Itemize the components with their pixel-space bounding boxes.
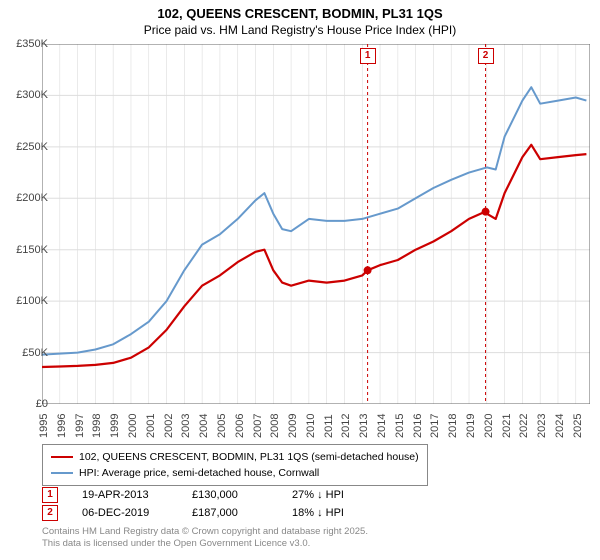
y-tick-label: £100K <box>4 295 48 307</box>
y-tick-label: £50K <box>4 347 48 359</box>
x-tick-label: 2013 <box>358 414 370 438</box>
x-tick-label: 2004 <box>198 414 210 438</box>
x-tick-label: 2021 <box>501 414 513 438</box>
x-tick-label: 2020 <box>483 414 495 438</box>
sales-table: 1 19-APR-2013£130,00027% ↓ HPI 2 06-DEC-201… <box>42 486 412 522</box>
y-tick-label: £200K <box>4 192 48 204</box>
y-tick-label: £250K <box>4 141 48 153</box>
x-tick-label: 2018 <box>447 414 459 438</box>
x-tick-label: 2017 <box>429 414 441 438</box>
sales-row: 1 19-APR-2013£130,00027% ↓ HPI <box>42 486 412 504</box>
chart-title: 102, QUEENS CRESCENT, BODMIN, PL31 1QS <box>0 0 600 23</box>
legend: 102, QUEENS CRESCENT, BODMIN, PL31 1QS (… <box>42 444 428 486</box>
sales-date: 06-DEC-2019 <box>82 507 192 519</box>
legend-row: HPI: Average price, semi-detached house,… <box>51 465 419 481</box>
x-tick-label: 2000 <box>127 414 139 438</box>
x-tick-label: 2003 <box>180 414 192 438</box>
x-tick-label: 2005 <box>216 414 228 438</box>
x-tick-label: 1995 <box>38 414 50 438</box>
footer-line1: Contains HM Land Registry data © Crown c… <box>42 526 368 538</box>
legend-row: 102, QUEENS CRESCENT, BODMIN, PL31 1QS (… <box>51 449 419 465</box>
x-tick-label: 1998 <box>91 414 103 438</box>
plot-svg <box>42 44 590 404</box>
x-tick-label: 2011 <box>323 414 335 438</box>
x-tick-label: 2024 <box>554 414 566 438</box>
legend-label: HPI: Average price, semi-detached house,… <box>79 467 319 479</box>
x-tick-label: 1996 <box>56 414 68 438</box>
sales-row: 2 06-DEC-2019£187,00018% ↓ HPI <box>42 504 412 522</box>
sales-marker-icon: 2 <box>42 505 58 521</box>
legend-swatch <box>51 472 73 474</box>
sales-diff: 27% ↓ HPI <box>292 489 412 501</box>
y-tick-label: £350K <box>4 38 48 50</box>
legend-swatch <box>51 456 73 458</box>
x-tick-label: 2014 <box>376 414 388 438</box>
x-tick-label: 2023 <box>536 414 548 438</box>
legend-label: 102, QUEENS CRESCENT, BODMIN, PL31 1QS (… <box>79 451 419 463</box>
x-tick-label: 2012 <box>340 414 352 438</box>
sale-marker-box: 2 <box>478 48 494 64</box>
x-tick-label: 2015 <box>394 414 406 438</box>
x-tick-label: 2007 <box>252 414 264 438</box>
sales-marker-icon: 1 <box>42 487 58 503</box>
x-tick-label: 2006 <box>234 414 246 438</box>
sales-price: £187,000 <box>192 507 292 519</box>
x-tick-label: 2016 <box>412 414 424 438</box>
x-tick-label: 2001 <box>145 414 157 438</box>
y-tick-label: £0 <box>4 398 48 410</box>
x-tick-label: 2009 <box>287 414 299 438</box>
x-tick-label: 2022 <box>518 414 530 438</box>
x-tick-label: 2025 <box>572 414 584 438</box>
sales-diff: 18% ↓ HPI <box>292 507 412 519</box>
x-tick-label: 2002 <box>163 414 175 438</box>
sales-date: 19-APR-2013 <box>82 489 192 501</box>
footer: Contains HM Land Registry data © Crown c… <box>42 526 368 550</box>
x-tick-label: 2008 <box>269 414 281 438</box>
chart-area <box>42 44 590 404</box>
x-tick-label: 2019 <box>465 414 477 438</box>
y-tick-label: £300K <box>4 89 48 101</box>
sale-marker-box: 1 <box>360 48 376 64</box>
x-tick-label: 1999 <box>109 414 121 438</box>
chart-subtitle: Price paid vs. HM Land Registry's House … <box>0 23 600 41</box>
y-tick-label: £150K <box>4 244 48 256</box>
x-tick-label: 1997 <box>74 414 86 438</box>
footer-line2: This data is licensed under the Open Gov… <box>42 538 368 550</box>
x-tick-label: 2010 <box>305 414 317 438</box>
chart-container: 102, QUEENS CRESCENT, BODMIN, PL31 1QS P… <box>0 0 600 560</box>
sales-price: £130,000 <box>192 489 292 501</box>
